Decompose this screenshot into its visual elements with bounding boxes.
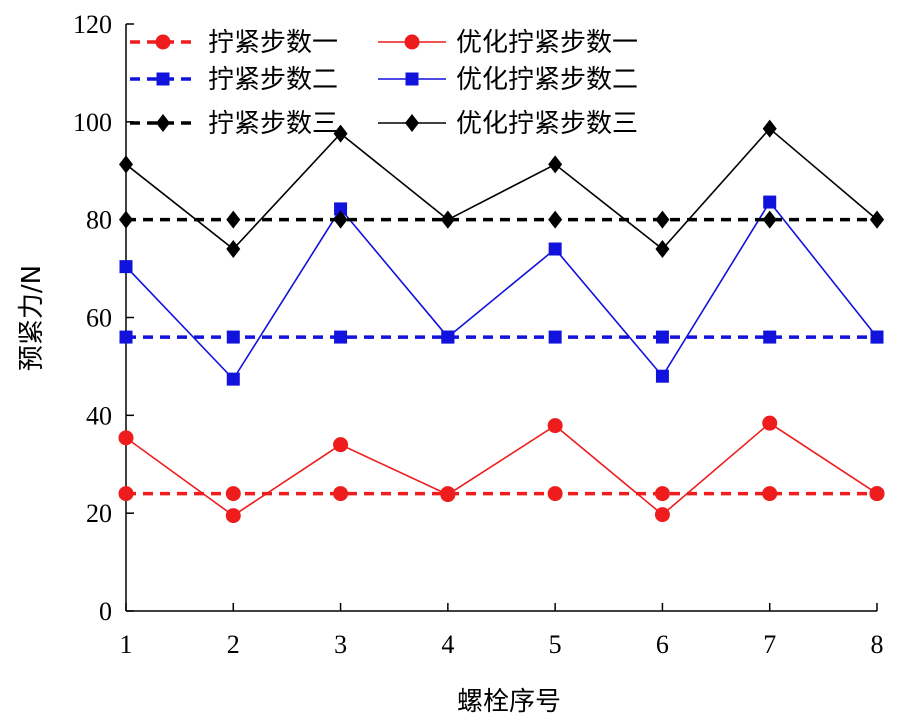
legend-entry-4: 优化拧紧步数二 <box>378 65 638 95</box>
legend-swatch-marker <box>155 34 171 50</box>
data-point <box>226 240 241 259</box>
data-point <box>548 210 563 229</box>
data-point <box>548 155 563 174</box>
legend-swatch-marker <box>156 114 170 132</box>
series-layer <box>118 119 885 524</box>
data-point <box>655 210 670 229</box>
data-point <box>547 486 563 502</box>
legend-entry-6: 优化拧紧步数三 <box>378 109 638 139</box>
data-point <box>333 210 348 229</box>
data-point <box>225 486 241 502</box>
y-tick-label: 60 <box>86 304 112 333</box>
data-point <box>870 330 884 344</box>
legend-label: 优化拧紧步数二 <box>456 65 638 95</box>
ticks: 0 20 40 60 80 100 120 1 2 3 4 5 6 7 8 <box>73 10 884 659</box>
data-point <box>762 119 777 138</box>
data-point <box>119 210 133 229</box>
legend-entry-1: 拧紧步数一 <box>130 28 338 58</box>
data-point <box>762 415 778 431</box>
x-axis-title: 螺栓序号 <box>457 687 561 717</box>
data-point <box>869 486 885 502</box>
series-6 <box>119 119 884 259</box>
data-point <box>334 202 348 216</box>
legend-label: 优化拧紧步数三 <box>456 109 638 139</box>
data-point <box>226 210 241 229</box>
legend-swatch-marker <box>405 114 419 132</box>
legend-entry-2: 优化拧紧步数一 <box>378 28 638 58</box>
data-point <box>547 418 563 434</box>
data-point <box>226 372 240 386</box>
data-point <box>762 486 778 502</box>
x-tick-label: 6 <box>656 630 669 659</box>
legend-swatch-marker <box>156 72 170 86</box>
data-point <box>548 330 562 344</box>
data-point <box>119 330 133 344</box>
legend-entry-3: 拧紧步数二 <box>130 65 338 95</box>
y-tick-label: 20 <box>86 499 112 528</box>
data-point <box>654 486 670 502</box>
series-2 <box>118 415 885 524</box>
data-point <box>440 487 456 503</box>
y-tick-label: 0 <box>99 597 112 626</box>
y-tick-label: 120 <box>73 10 112 39</box>
data-point <box>119 260 133 274</box>
y-tick-label: 40 <box>86 401 112 430</box>
series-3 <box>119 330 884 344</box>
y-tick-label: 100 <box>73 108 112 137</box>
x-tick-label: 8 <box>871 630 884 659</box>
data-point <box>334 330 348 344</box>
legend-label: 优化拧紧步数一 <box>456 28 638 58</box>
x-tick-label: 2 <box>227 630 240 659</box>
series-line <box>125 127 878 251</box>
x-tick-label: 5 <box>549 630 562 659</box>
x-tick-label: 4 <box>441 630 454 659</box>
legend-entry-5: 拧紧步数三 <box>130 109 338 139</box>
y-axis-title: 预紧力/N <box>17 265 47 371</box>
series-line <box>125 200 878 381</box>
data-point <box>548 242 562 256</box>
data-point <box>226 330 240 344</box>
data-point <box>333 124 348 143</box>
x-tick-label: 7 <box>763 630 776 659</box>
series-1 <box>118 486 885 502</box>
x-tick-label: 1 <box>120 630 133 659</box>
data-point <box>333 486 349 502</box>
legend-label: 拧紧步数二 <box>208 65 338 95</box>
data-point <box>763 195 777 209</box>
legend-label: 拧紧步数一 <box>208 28 338 58</box>
data-point <box>870 210 884 229</box>
series-4 <box>119 195 884 386</box>
data-point <box>441 330 455 344</box>
series-5 <box>119 210 884 229</box>
y-tick-label: 80 <box>86 206 112 235</box>
data-point <box>655 240 670 259</box>
data-point <box>763 330 777 344</box>
data-point <box>655 330 669 344</box>
data-point <box>118 486 134 502</box>
data-point <box>119 155 133 174</box>
data-point <box>655 369 669 383</box>
data-point <box>333 437 349 453</box>
legend-label: 拧紧步数三 <box>208 109 338 139</box>
legend-swatch-marker <box>404 34 420 50</box>
data-point <box>225 508 241 524</box>
data-point <box>654 507 670 523</box>
series-line <box>125 422 878 517</box>
data-point <box>762 210 777 229</box>
x-tick-label: 3 <box>334 630 347 659</box>
data-point <box>118 430 134 446</box>
data-point <box>440 210 455 229</box>
legend-swatch-marker <box>405 72 419 86</box>
